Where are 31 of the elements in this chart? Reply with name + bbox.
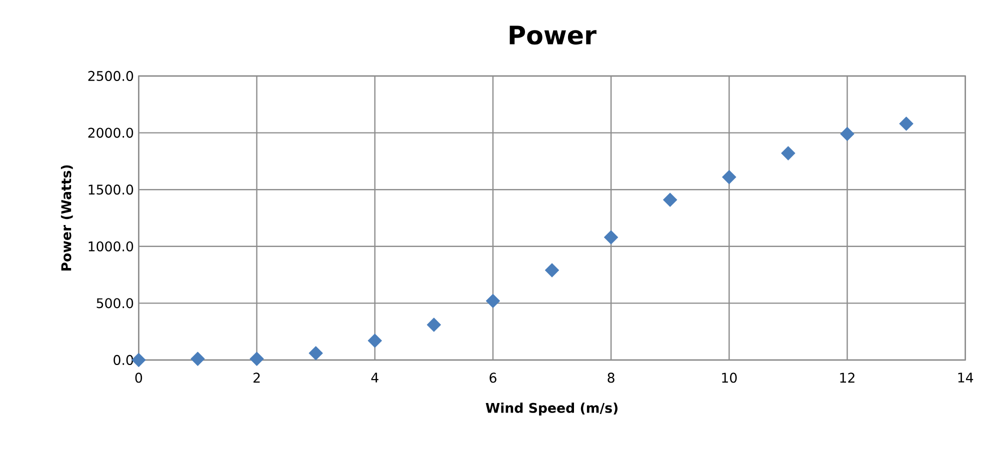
point <box>308 346 323 360</box>
y-tick-label: 2500.0 <box>88 70 134 82</box>
point <box>368 334 382 348</box>
point <box>190 352 205 366</box>
x-tick-label: 12 <box>840 372 854 383</box>
x-axis-title: Wind Speed (m/s) <box>486 402 618 416</box>
y-axis-title: Power (Watts) <box>60 165 73 271</box>
y-tick-label: 500.0 <box>96 298 134 308</box>
x-tick-label: 4 <box>371 372 378 382</box>
point <box>426 318 441 332</box>
y-tick-label: 1500.0 <box>88 184 134 195</box>
x-tick-label: 14 <box>958 372 974 382</box>
point <box>486 294 500 308</box>
x-tick-label: 0 <box>135 372 142 383</box>
chart-title: Power <box>510 26 596 45</box>
point <box>544 263 560 278</box>
x-tick-label: 6 <box>490 372 496 383</box>
point <box>132 352 146 368</box>
point <box>899 116 914 131</box>
y-tick-label: 2000.0 <box>88 128 134 138</box>
y-tick-label: 0.0 <box>114 354 134 366</box>
point <box>663 192 678 207</box>
point <box>781 146 796 160</box>
x-tick-label: 10 <box>722 372 737 383</box>
x-tick-label: 8 <box>608 372 614 383</box>
x-tick-label: 2 <box>254 372 260 383</box>
y-tick-label: 1000.0 <box>88 241 134 252</box>
point <box>722 170 736 184</box>
point <box>840 126 854 141</box>
point <box>604 230 618 244</box>
point <box>250 352 264 366</box>
